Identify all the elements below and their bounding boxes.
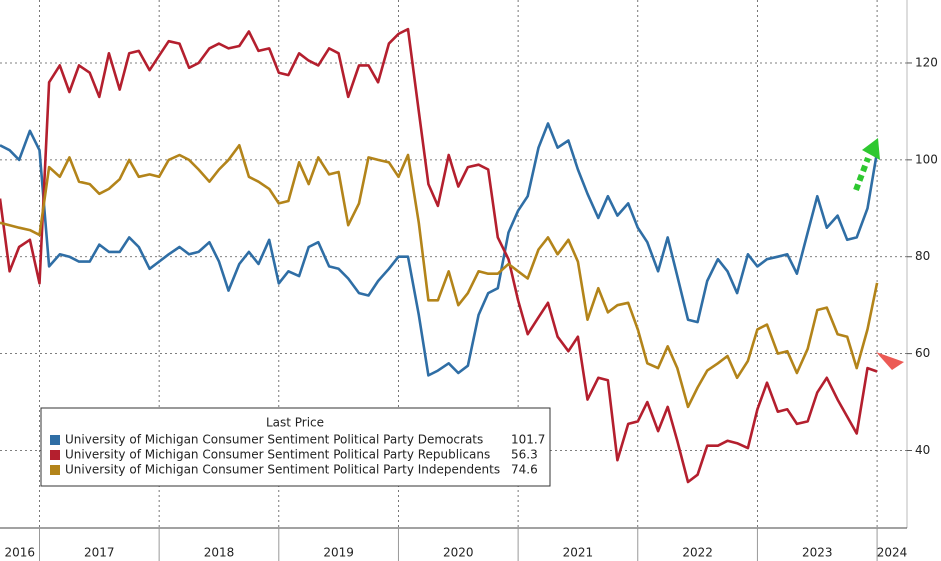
legend-value: 56.3 [511, 448, 538, 462]
y-tick-label: 40 [915, 443, 930, 457]
x-tick-label: 2018 [204, 546, 235, 560]
x-tick-label: 2019 [323, 546, 354, 560]
legend-value: 74.6 [511, 463, 538, 477]
legend-box [40, 407, 551, 487]
y-tick-label: 120 [915, 55, 938, 69]
series-line [0, 122, 879, 377]
legend-swatch [50, 435, 60, 445]
x-tick-label: 2020 [443, 546, 474, 560]
legend-label: University of Michigan Consumer Sentimen… [65, 463, 500, 477]
x-tick-label: 2021 [563, 546, 594, 560]
down-arrow [876, 352, 904, 370]
legend-swatch [50, 465, 60, 475]
y-tick-label: 60 [915, 346, 930, 360]
legend-value: 101.7 [511, 433, 545, 447]
legend: Last Price University of Michigan Consum… [40, 407, 551, 487]
annotation-arrows [853, 138, 904, 370]
legend-label: University of Michigan Consumer Sentimen… [65, 433, 483, 447]
series-line [0, 27, 878, 484]
y-tick-label: 80 [915, 249, 930, 263]
legend-label: University of Michigan Consumer Sentimen… [65, 448, 490, 462]
y-tick-label: 100 [915, 152, 938, 166]
up-arrow-head [862, 138, 880, 160]
x-tick-label: 2022 [682, 546, 713, 560]
x-tick-label: 2017 [84, 546, 115, 560]
series-line [0, 144, 879, 409]
x-tick-label: 2016 [4, 546, 35, 560]
x-tick-label: 2023 [802, 546, 833, 560]
x-tick-label: 2024 [877, 546, 908, 560]
legend-title: Last Price [266, 416, 324, 430]
up-arrow [853, 156, 871, 192]
legend-swatch [50, 450, 60, 460]
